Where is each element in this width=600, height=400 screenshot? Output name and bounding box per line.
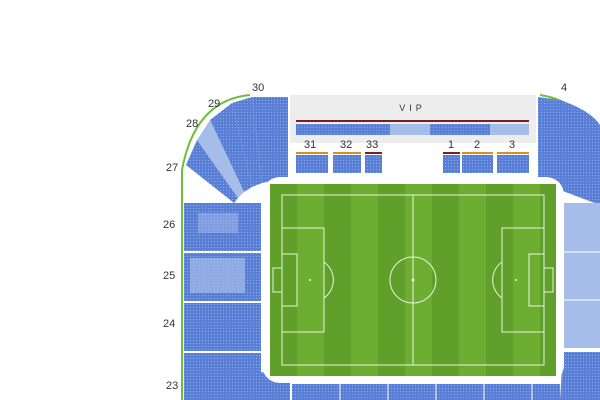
section-29[interactable] (232, 97, 262, 187)
section-bottom[interactable] (292, 384, 560, 400)
section-33[interactable] (365, 155, 382, 173)
section-25-highlight (190, 258, 245, 293)
section-right-bottom[interactable] (560, 352, 600, 400)
section-31[interactable] (296, 155, 328, 173)
section-31-bar (296, 152, 328, 154)
section-label-25: 25 (163, 270, 176, 282)
vip-seats-light (390, 124, 430, 135)
section-3-bar (497, 152, 529, 154)
section-4[interactable] (538, 97, 560, 183)
section-2-bar (462, 152, 493, 154)
section-label-28: 28 (186, 118, 199, 130)
section-right[interactable] (563, 203, 600, 348)
section-label-24: 24 (163, 318, 176, 330)
vip-bar (296, 120, 529, 122)
section-label-4: 4 (561, 82, 568, 94)
section-28[interactable] (210, 103, 252, 192)
section-label-2: 2 (474, 139, 481, 151)
section-label-30: 30 (252, 82, 265, 94)
section-26-highlight (198, 213, 238, 233)
section-1[interactable] (443, 155, 460, 173)
section-label-31: 31 (304, 139, 317, 151)
section-1-bar (443, 152, 460, 154)
section-3[interactable] (497, 155, 529, 173)
section-24[interactable] (184, 303, 261, 351)
perimeter-line-left (181, 94, 251, 400)
section-label-32: 32 (340, 139, 353, 151)
section-label-26: 26 (163, 219, 176, 231)
section-27-light[interactable] (197, 120, 244, 198)
section-32[interactable] (333, 155, 361, 173)
section-5[interactable] (560, 100, 600, 205)
section-27[interactable] (186, 140, 238, 203)
section-2[interactable] (462, 155, 493, 173)
section-label-1: 1 (448, 139, 455, 151)
section-30[interactable] (252, 97, 288, 183)
top-walkway (290, 143, 536, 180)
vip-label: VIP (399, 103, 426, 113)
section-label-29: 29 (208, 98, 221, 110)
vip-seats-light-right (490, 124, 529, 135)
section-label-27: 27 (166, 162, 179, 174)
section-32-bar (333, 152, 361, 154)
section-33-bar (365, 152, 382, 154)
section-label-3: 3 (509, 139, 516, 151)
section-label-23: 23 (166, 380, 179, 392)
pitch-markings (272, 194, 554, 366)
section-label-33: 33 (366, 139, 379, 151)
